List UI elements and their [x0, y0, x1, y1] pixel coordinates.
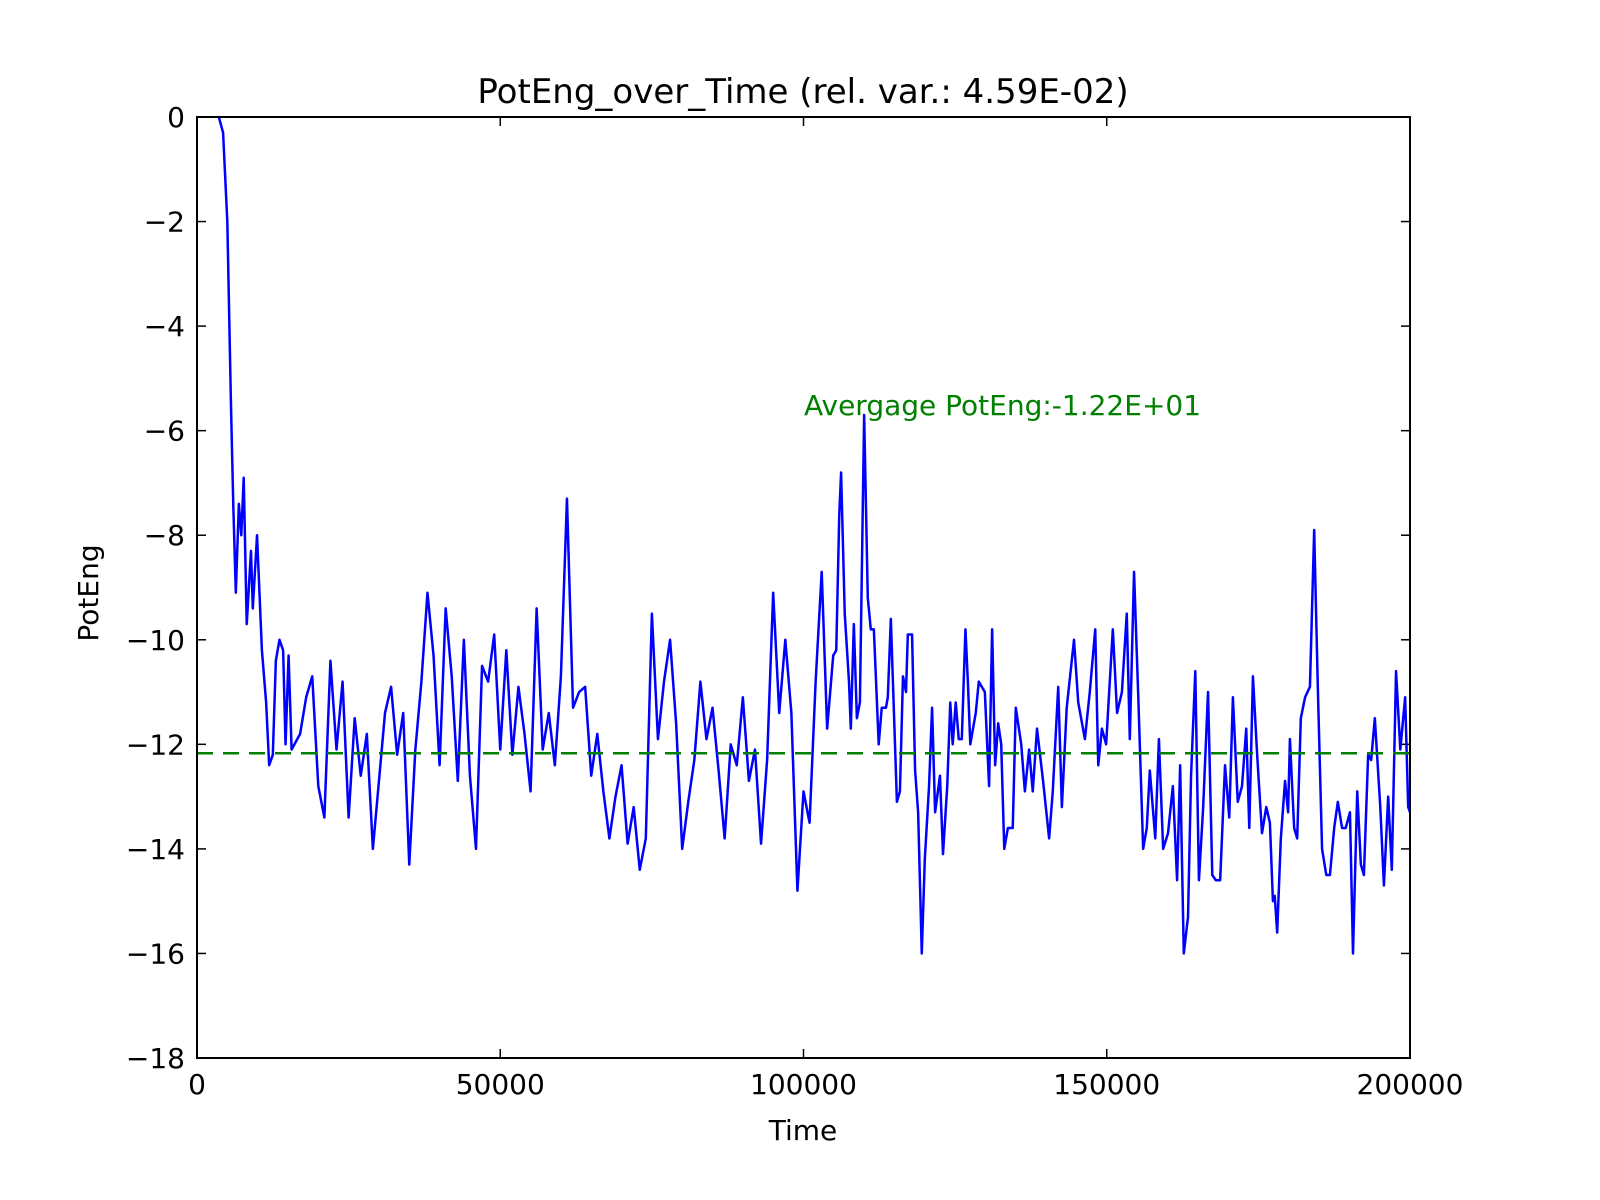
- y-tick-label: −14: [126, 833, 185, 866]
- plot-frame: [196, 116, 1411, 1059]
- y-tick-label: −4: [144, 310, 185, 343]
- y-tick-label: −10: [126, 624, 185, 657]
- y-tick-label: −6: [144, 415, 185, 448]
- annotation: Avergage PotEng:-1.22E+01: [804, 389, 1201, 422]
- x-tick-label: 50000: [456, 1068, 545, 1101]
- y-tick-label: −12: [126, 728, 185, 761]
- y-axis-label: PotEng: [72, 544, 105, 641]
- x-axis-label: Time: [768, 1114, 838, 1147]
- data-line: [217, 117, 1410, 955]
- y-tick-label: 0: [167, 101, 185, 134]
- x-tick-label: 0: [188, 1068, 206, 1101]
- y-tick-label: −16: [126, 937, 185, 970]
- x-tick-label: 150000: [1053, 1068, 1160, 1101]
- y-tick-label: −2: [144, 206, 185, 239]
- x-tick-label: 200000: [1357, 1068, 1464, 1101]
- x-tick-label: 100000: [750, 1068, 857, 1101]
- chart-title: PotEng_over_Time (rel. var.: 4.59E-02): [477, 72, 1128, 112]
- y-tick-label: −18: [126, 1042, 185, 1075]
- y-tick-label: −8: [144, 519, 185, 552]
